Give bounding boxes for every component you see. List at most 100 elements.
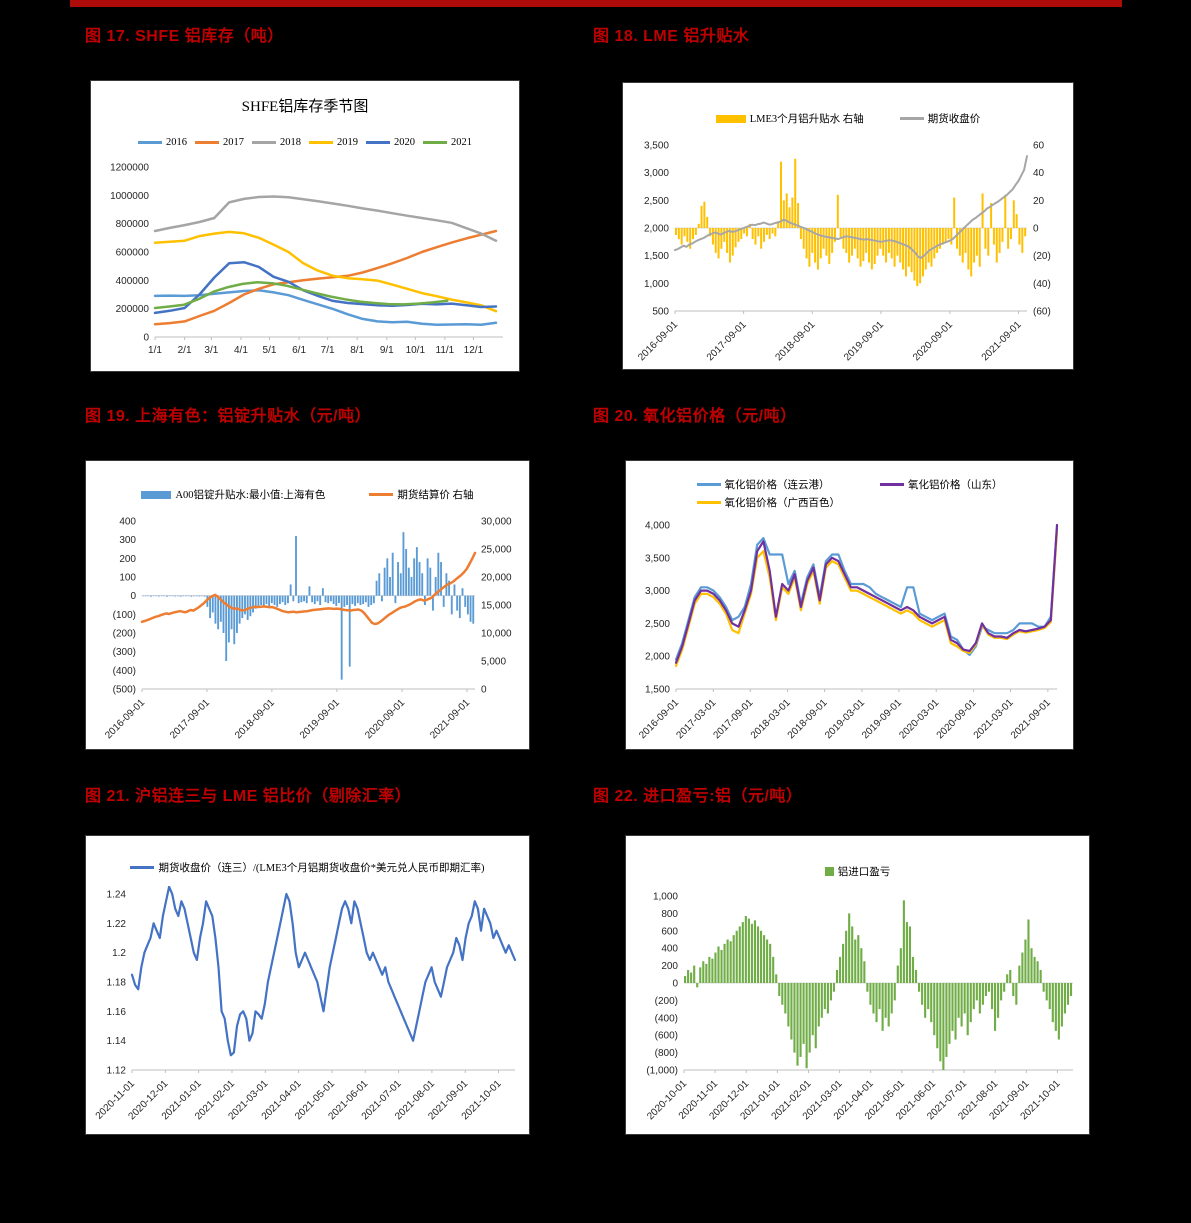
svg-text:200000: 200000 bbox=[116, 304, 150, 315]
svg-text:500: 500 bbox=[652, 307, 669, 318]
svg-text:(800): (800) bbox=[655, 1048, 678, 1059]
svg-text:(200): (200) bbox=[113, 629, 136, 640]
svg-text:1,000: 1,000 bbox=[644, 279, 669, 290]
svg-text:1.16: 1.16 bbox=[107, 1007, 127, 1018]
legend-swatch-bar-icon bbox=[715, 114, 746, 123]
svg-text:60: 60 bbox=[1033, 141, 1045, 152]
legend-swatch-bar-icon bbox=[141, 490, 172, 499]
figure-caption-21: 图 21. 沪铝连三与 LME 铝比价（剔除汇率） bbox=[85, 788, 412, 805]
legend-swatch-line-icon bbox=[195, 140, 219, 145]
svg-text:12/1: 12/1 bbox=[464, 345, 484, 356]
chart-legend: 2016 2017 2018 2019 2020 2021 bbox=[91, 137, 519, 148]
legend-swatch-line-icon bbox=[369, 492, 394, 497]
svg-text:25,000: 25,000 bbox=[481, 545, 512, 556]
svg-text:2016-09-01: 2016-09-01 bbox=[103, 697, 147, 741]
svg-text:600000: 600000 bbox=[116, 248, 150, 259]
chart-legend: 氧化铝价格（连云港） 氧化铝价格（山东） 氧化铝价格（广西百色） bbox=[626, 477, 1073, 510]
svg-text:(40): (40) bbox=[1033, 279, 1051, 290]
svg-text:1.24: 1.24 bbox=[107, 890, 127, 901]
svg-text:3,000: 3,000 bbox=[645, 586, 670, 597]
figure-caption-22: 图 22. 进口盈亏:铝（元/吨） bbox=[593, 788, 803, 805]
legend-label: 期货收盘价 bbox=[927, 114, 981, 125]
legend-swatch-line-icon bbox=[252, 140, 276, 145]
svg-text:10,000: 10,000 bbox=[481, 629, 512, 640]
legend-label: 2017 bbox=[223, 137, 244, 148]
legend-item: 铝进口盈亏 bbox=[824, 864, 891, 879]
legend-item: 2019 bbox=[309, 137, 358, 148]
svg-text:200: 200 bbox=[661, 961, 678, 972]
legend-label: 2021 bbox=[451, 137, 472, 148]
series-line-2017 bbox=[153, 229, 498, 326]
legend-label: 氧化铝价格（连云港） bbox=[724, 480, 830, 491]
chart-legend: LME3个月铝升贴水 右轴 期货收盘价 bbox=[623, 111, 1073, 126]
svg-text:2021-09-01: 2021-09-01 bbox=[980, 319, 1024, 363]
svg-text:300: 300 bbox=[119, 535, 136, 546]
legend-item: 期货收盘价（连三）/(LME3个月铝期货收盘价*美元兑人民币即期汇率) bbox=[130, 860, 485, 875]
svg-text:0: 0 bbox=[481, 685, 487, 696]
svg-text:1000000: 1000000 bbox=[110, 191, 149, 202]
legend-swatch-line-icon bbox=[130, 865, 155, 870]
svg-text:2018-09-01: 2018-09-01 bbox=[233, 697, 277, 741]
svg-text:1.22: 1.22 bbox=[107, 919, 127, 930]
svg-text:(60): (60) bbox=[1033, 307, 1051, 318]
svg-text:0: 0 bbox=[672, 979, 678, 990]
series-line-氧化铝价格（广西百色） bbox=[674, 530, 1059, 668]
legend-label: 氧化铝价格（广西百色） bbox=[724, 498, 841, 509]
legend-item: 氧化铝价格（连云港） bbox=[696, 477, 830, 492]
chart-inner-title: SHFE铝库存季节图 bbox=[241, 99, 369, 115]
svg-text:1,500: 1,500 bbox=[644, 251, 669, 262]
figure-caption-18: 图 18. LME 铝升贴水 bbox=[593, 28, 750, 45]
legend-swatch-line-icon bbox=[423, 140, 447, 145]
svg-text:(20): (20) bbox=[1033, 251, 1051, 262]
figure-caption-20: 图 20. 氧化铝价格（元/吨） bbox=[593, 408, 797, 425]
legend-swatch-line-icon bbox=[899, 116, 924, 121]
legend-swatch-line-icon bbox=[309, 140, 333, 145]
svg-text:400000: 400000 bbox=[116, 276, 150, 287]
legend-label: 2018 bbox=[280, 137, 301, 148]
svg-text:30,000: 30,000 bbox=[481, 517, 512, 528]
legend-label: 期货收盘价（连三）/(LME3个月铝期货收盘价*美元兑人民币即期汇率) bbox=[158, 863, 485, 874]
svg-text:1/1: 1/1 bbox=[148, 345, 162, 356]
legend-label: 铝进口盈亏 bbox=[837, 867, 891, 878]
svg-text:2020-09-01: 2020-09-01 bbox=[363, 697, 407, 741]
chart-canvas: 3,500 3,000 2,500 2,000 1,500 1,000 500 60 40 20 0… bbox=[636, 141, 1051, 364]
svg-text:2,000: 2,000 bbox=[645, 652, 670, 663]
svg-text:4,000: 4,000 bbox=[645, 521, 670, 532]
legend-label: 期货结算价 右轴 bbox=[397, 490, 474, 501]
svg-text:3/1: 3/1 bbox=[204, 345, 218, 356]
svg-text:1.18: 1.18 bbox=[107, 978, 127, 989]
chart-legend: A00铝锭升贴水:最小值:上海有色 期货结算价 右轴 bbox=[86, 487, 529, 502]
legend-item: 氧化铝价格（山东） bbox=[880, 477, 1003, 492]
svg-text:2019-09-01: 2019-09-01 bbox=[842, 319, 886, 363]
legend-item: A00铝锭升贴水:最小值:上海有色 bbox=[141, 487, 325, 502]
svg-text:4/1: 4/1 bbox=[234, 345, 248, 356]
svg-text:0: 0 bbox=[1033, 224, 1039, 235]
figure-panel-lme-premium: LME3个月铝升贴水 右轴 期货收盘价 3,500 3,000 2,500 2,000 1,… bbox=[622, 82, 1074, 370]
series-line-氧化铝价格（连云港） bbox=[674, 527, 1059, 661]
svg-text:7/1: 7/1 bbox=[321, 345, 335, 356]
svg-text:(1,000): (1,000) bbox=[646, 1066, 678, 1077]
svg-text:2020-09-01: 2020-09-01 bbox=[911, 319, 955, 363]
series-line-期货结算价 bbox=[140, 551, 477, 626]
svg-text:1,000: 1,000 bbox=[653, 892, 678, 903]
legend-item: 2020 bbox=[366, 137, 415, 148]
svg-text:2017-09-01: 2017-09-01 bbox=[705, 319, 749, 363]
chart-legend: 铝进口盈亏 bbox=[626, 864, 1089, 879]
svg-text:400: 400 bbox=[119, 517, 136, 528]
svg-text:0: 0 bbox=[130, 591, 136, 602]
figure-caption-17: 图 17. SHFE 铝库存（吨） bbox=[85, 28, 284, 45]
svg-text:40: 40 bbox=[1033, 168, 1045, 179]
figure-panel-import-pnl: 铝进口盈亏 1,000 800 600 400 200 0 (200) (400) (600) (8… bbox=[625, 835, 1090, 1135]
svg-text:9/1: 9/1 bbox=[380, 345, 394, 356]
legend-label: 氧化铝价格（山东） bbox=[908, 480, 1003, 491]
legend-item: 期货收盘价 bbox=[899, 111, 981, 126]
svg-text:(600): (600) bbox=[655, 1031, 678, 1042]
svg-text:(400): (400) bbox=[655, 1013, 678, 1024]
chart-canvas: 4,0003,5003,0002,5002,0001,5002016-09-01… bbox=[637, 521, 1059, 741]
svg-text:(300): (300) bbox=[113, 647, 136, 658]
svg-text:2016-09-01: 2016-09-01 bbox=[636, 319, 680, 363]
chart-legend: 期货收盘价（连三）/(LME3个月铝期货收盘价*美元兑人民币即期汇率) bbox=[86, 860, 529, 875]
chart-canvas: 1.241.221.21.181.161.141.122020-11-01202… bbox=[94, 886, 517, 1122]
series-line-比价 bbox=[130, 886, 517, 1057]
